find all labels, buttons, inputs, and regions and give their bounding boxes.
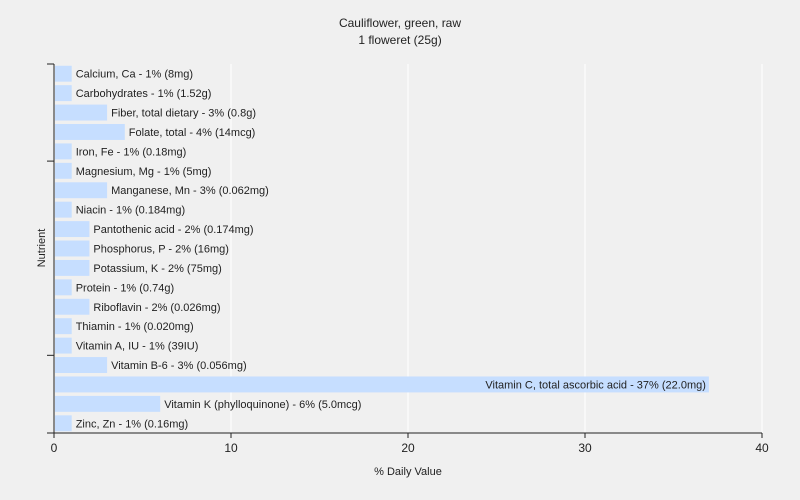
bar <box>55 162 72 179</box>
bar <box>55 201 72 218</box>
bar <box>55 240 90 257</box>
bar-label: Vitamin A, IU - 1% (39IU) <box>76 341 199 353</box>
bar-label: Vitamin C, total ascorbic acid - 37% (22… <box>485 379 706 391</box>
bar <box>55 85 72 102</box>
chart-subtitle: 1 floweret (25g) <box>358 33 442 47</box>
bar <box>55 376 709 393</box>
bar <box>55 318 72 335</box>
bar-label: Pantothenic acid - 2% (0.174mg) <box>93 224 253 236</box>
bar-label: Iron, Fe - 1% (0.18mg) <box>76 146 187 158</box>
bar-label: Protein - 1% (0.74g) <box>76 282 174 294</box>
bar-label: Folate, total - 4% (14mcg) <box>129 127 256 139</box>
bar <box>55 182 108 199</box>
bar-label: Vitamin B-6 - 3% (0.056mg) <box>111 360 247 372</box>
bar <box>55 221 90 238</box>
bar-label: Thiamin - 1% (0.020mg) <box>76 321 194 333</box>
bar-label: Manganese, Mn - 3% (0.062mg) <box>111 185 269 197</box>
bar <box>55 298 90 315</box>
bar-label: Calcium, Ca - 1% (8mg) <box>76 69 193 81</box>
y-axis-label: Nutrient <box>36 228 48 268</box>
x-tick-label: 30 <box>578 441 592 455</box>
bar <box>55 104 108 121</box>
bar-label: Vitamin K (phylloquinone) - 6% (5.0mcg) <box>164 399 361 411</box>
chart-title: Cauliflower, green, raw <box>338 16 462 30</box>
x-tick-label: 0 <box>51 441 58 455</box>
bar <box>55 279 72 296</box>
bar-label: Zinc, Zn - 1% (0.16mg) <box>76 418 188 430</box>
bar-label: Carbohydrates - 1% (1.52g) <box>76 88 212 100</box>
bar-label: Niacin - 1% (0.184mg) <box>76 205 185 217</box>
bar <box>55 65 72 82</box>
bar <box>55 415 72 432</box>
bar <box>55 143 72 160</box>
bar-label: Fiber, total dietary - 3% (0.8g) <box>111 108 256 120</box>
x-tick-label: 10 <box>224 441 238 455</box>
bar-label: Riboflavin - 2% (0.026mg) <box>93 302 220 314</box>
x-tick-label: 20 <box>401 441 415 455</box>
bar-label: Potassium, K - 2% (75mg) <box>93 263 221 275</box>
x-tick-label: 40 <box>755 441 769 455</box>
bar-label: Phosphorus, P - 2% (16mg) <box>93 244 229 256</box>
bar <box>55 357 108 373</box>
bar <box>55 395 161 412</box>
bar <box>55 337 72 354</box>
bar <box>55 259 90 276</box>
bar <box>55 124 125 140</box>
x-axis-label: % Daily Value <box>374 466 442 478</box>
bar-label: Magnesium, Mg - 1% (5mg) <box>76 166 212 178</box>
